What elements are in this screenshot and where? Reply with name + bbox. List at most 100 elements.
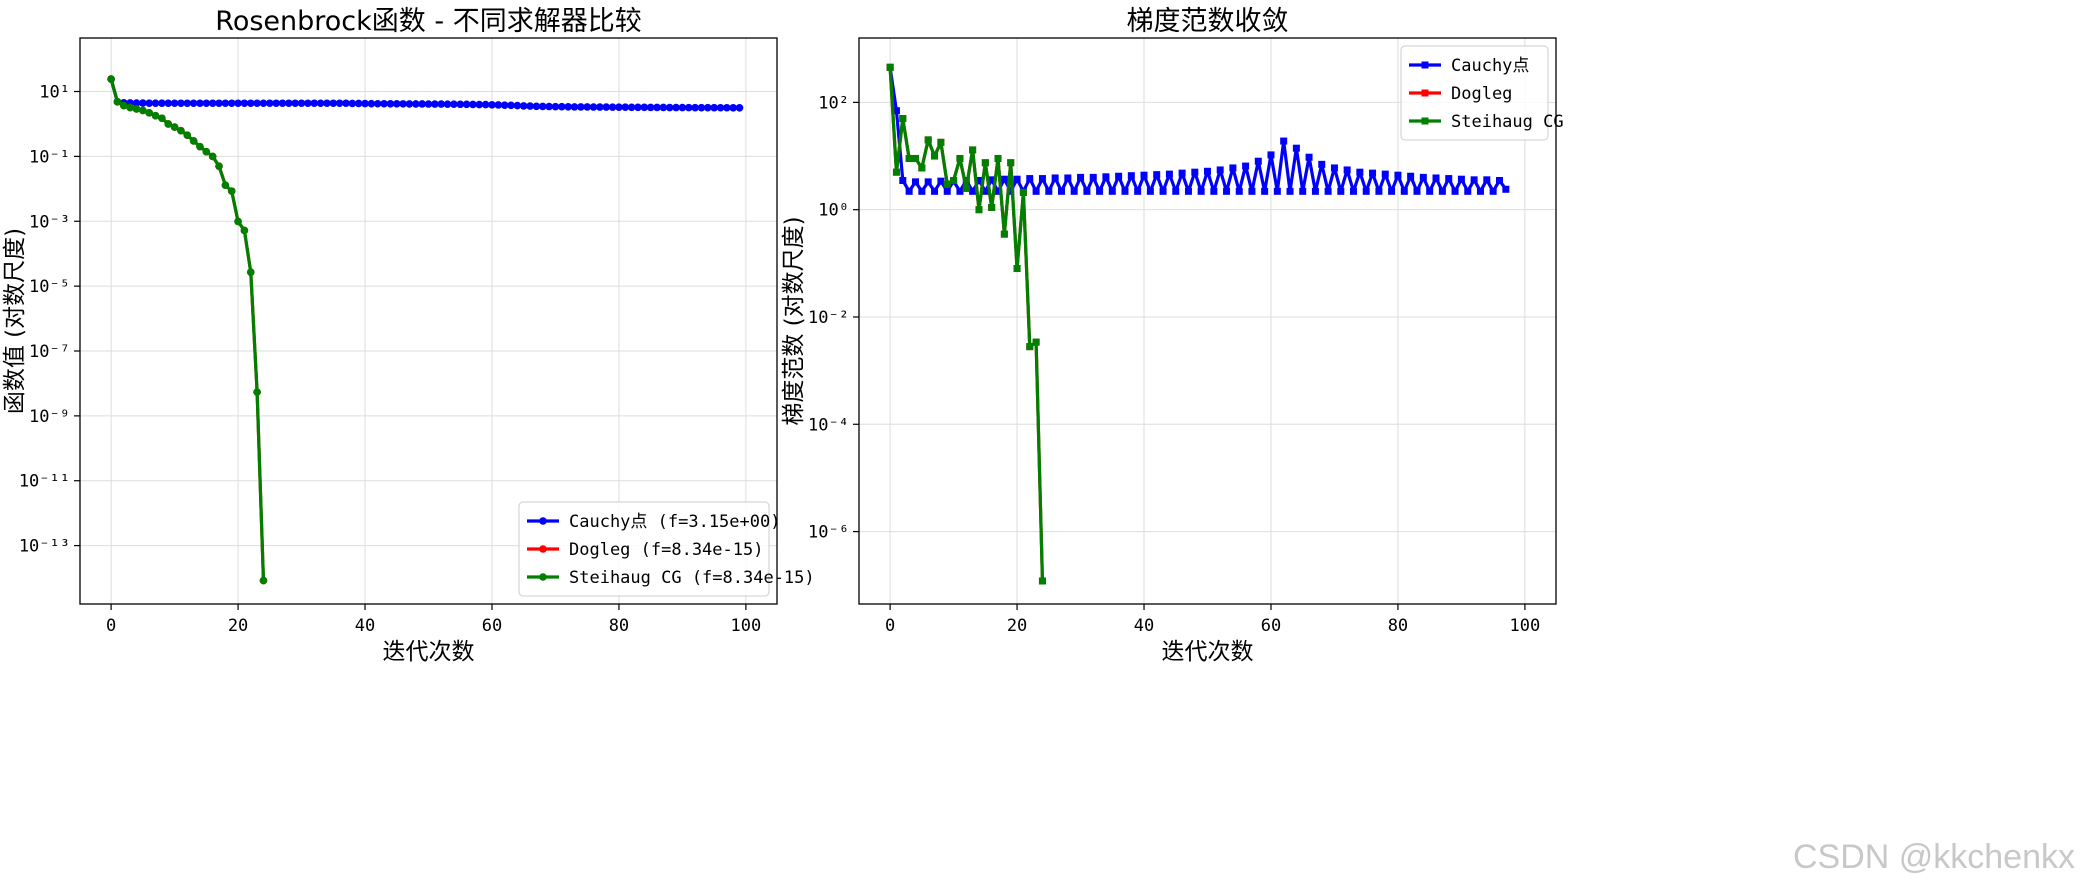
- left-series-line: [109, 78, 266, 581]
- right-data-point: [950, 176, 958, 184]
- right-xtick-label: 0: [885, 616, 895, 636]
- right-ytick-label: 10⁻²: [808, 308, 849, 328]
- left-data-point: [608, 103, 617, 111]
- left-data-point: [316, 99, 325, 108]
- left-data-point: [291, 99, 299, 108]
- left-data-point: [615, 103, 623, 111]
- left-data-point: [164, 99, 173, 108]
- right-data-point: [1007, 187, 1015, 195]
- left-data-point: [164, 120, 173, 128]
- right-data-point: [1311, 187, 1319, 195]
- right-data-point: [1045, 187, 1053, 195]
- right-data-point: [1426, 187, 1434, 195]
- right-data-point: [1388, 187, 1396, 195]
- left-data-point: [189, 137, 198, 145]
- left-data-point: [538, 102, 547, 111]
- left-data-point: [259, 99, 268, 108]
- left-data-point: [723, 103, 731, 112]
- left-data-point: [234, 217, 242, 226]
- left-data-point: [735, 103, 744, 112]
- left-ytick-label: 10⁻¹³: [19, 537, 70, 557]
- right-data-point: [1038, 577, 1046, 585]
- right-xtick-label: 20: [1007, 616, 1027, 636]
- left-data-point: [354, 99, 363, 108]
- right-legend-marker: [1421, 89, 1429, 97]
- right-data-point: [937, 138, 945, 146]
- left-data-point: [297, 99, 306, 108]
- right-data-point: [994, 154, 1002, 162]
- left-data-point: [545, 102, 553, 111]
- right-data-point: [1013, 175, 1021, 183]
- right-data-point: [1261, 187, 1269, 195]
- left-legend-marker: [539, 573, 547, 581]
- right-data-point: [1216, 166, 1224, 174]
- right-data-point: [899, 115, 907, 123]
- left-data-point: [443, 100, 452, 108]
- right-data-point: [1096, 187, 1104, 195]
- left-data-point: [469, 100, 477, 109]
- left-legend-label: Dogleg (f=8.34e-15): [569, 540, 763, 560]
- right-data-point: [899, 176, 907, 184]
- right-data-point: [924, 178, 932, 186]
- left-data-point: [646, 103, 655, 112]
- left-xtick-label: 20: [228, 616, 248, 636]
- right-ytick-label: 10⁻⁶: [808, 523, 849, 543]
- right-data-point: [1178, 169, 1186, 177]
- left-data-point: [532, 102, 541, 111]
- left-chart-ylabel: 函数值 (对数尺度): [2, 228, 28, 414]
- left-data-point: [189, 99, 198, 108]
- right-data-point: [988, 176, 996, 184]
- left-data-point: [513, 101, 522, 110]
- right-data-point: [1197, 187, 1205, 195]
- left-data-point: [196, 99, 204, 108]
- left-data-point: [151, 111, 160, 120]
- right-data-point: [969, 146, 977, 154]
- right-chart-ylabel: 梯度范数 (对数尺度): [781, 216, 807, 425]
- left-data-point: [697, 103, 706, 112]
- right-data-point: [1223, 187, 1231, 195]
- left-data-point: [507, 101, 515, 110]
- left-data-point: [272, 99, 280, 108]
- left-data-point: [132, 105, 141, 113]
- left-data-point: [405, 100, 414, 108]
- left-data-point: [342, 99, 350, 108]
- right-data-point: [1362, 187, 1370, 195]
- left-data-point: [107, 75, 115, 83]
- right-data-point: [911, 178, 919, 186]
- left-ytick-label: 10⁻⁷: [29, 342, 70, 362]
- left-data-point: [373, 99, 382, 108]
- right-data-point: [1299, 187, 1307, 195]
- right-data-point: [918, 187, 926, 195]
- right-ytick-label: 10²: [818, 93, 849, 113]
- left-data-point: [126, 103, 134, 112]
- left-data-point: [386, 100, 395, 108]
- left-data-point: [329, 99, 338, 108]
- right-data-point: [1172, 187, 1180, 195]
- right-data-point: [1032, 187, 1040, 195]
- left-data-point: [659, 103, 668, 112]
- left-data-point: [716, 103, 725, 112]
- left-data-point: [240, 99, 249, 108]
- right-data-point: [905, 187, 913, 195]
- left-data-point: [672, 103, 680, 112]
- right-data-point: [905, 154, 913, 162]
- left-chart-panel: Rosenbrock函数 - 不同求解器比较 迭代次数 函数值 (对数尺度) 0…: [2, 6, 815, 665]
- right-data-point: [1057, 187, 1065, 195]
- left-legend-marker: [539, 545, 547, 553]
- right-legend-marker: [1421, 61, 1429, 69]
- right-data-point: [1476, 187, 1484, 195]
- right-data-point: [1127, 172, 1135, 180]
- left-data-point: [215, 99, 223, 108]
- right-data-point: [1273, 187, 1281, 195]
- right-data-point: [937, 177, 945, 185]
- right-data-point: [1292, 144, 1300, 152]
- right-ticks: 0 20 40 60 80 100 10² 10⁰ 10⁻² 10⁻⁴ 10⁻⁶: [808, 93, 1540, 636]
- left-data-point: [113, 98, 122, 106]
- left-data-point: [208, 152, 217, 161]
- right-data-point: [1438, 187, 1446, 195]
- left-data-point: [202, 147, 211, 156]
- right-data-point: [1400, 187, 1408, 195]
- right-chart-title: 梯度范数收敛: [1127, 6, 1289, 37]
- right-data-point: [1470, 176, 1478, 184]
- left-data-point: [437, 100, 445, 108]
